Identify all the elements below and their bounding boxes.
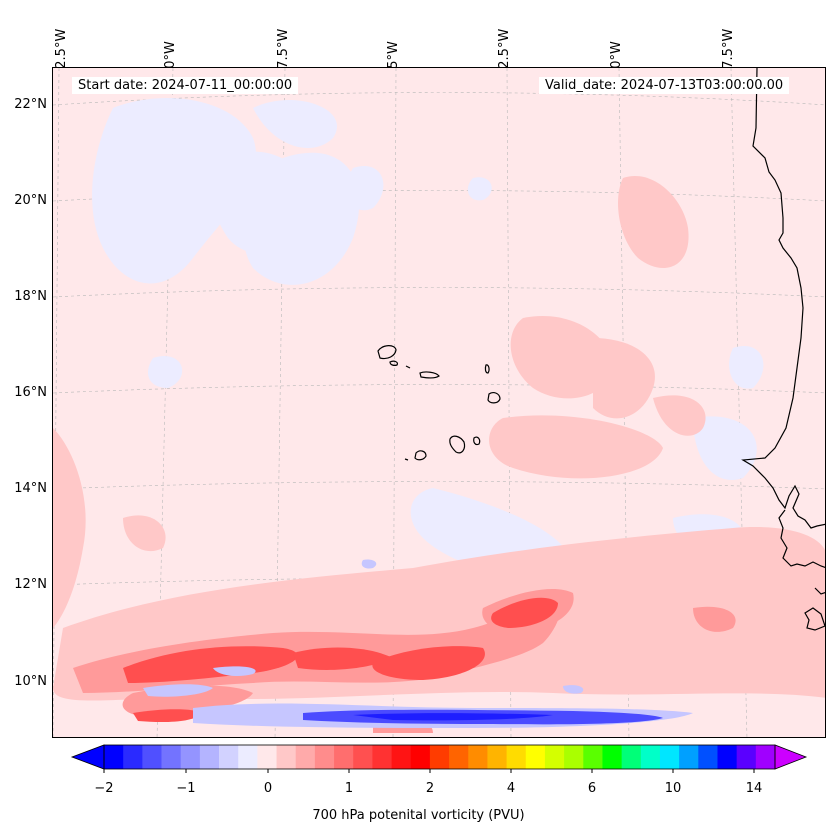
colorbar-segment [199,745,220,769]
colorbar-segment [334,745,354,769]
colorbar-segment [276,745,297,769]
colorbar-segment [717,745,738,769]
colorbar-tick-label: −1 [176,781,195,796]
colorbar-tick-label: 1 [345,781,353,796]
lat-label-20n: 20°N [14,193,47,208]
colorbar-title: 700 hPa potenital vorticity (PVU) [312,808,525,823]
colorbar-segment [391,745,412,769]
colorbar-tick-label: 0 [264,781,272,796]
lat-label-16n: 16°N [14,385,47,400]
colorbar-segment [161,745,182,769]
colorbar-segment [736,745,757,769]
colorbar-segment [104,745,124,769]
colorbar-segment [602,745,623,769]
colorbar-segment [659,745,680,769]
colorbar-segment [468,745,488,769]
colorbar-segment [487,745,507,769]
colorbar-segment [180,745,201,769]
colorbar-segment [544,745,565,769]
colorbar: −2 −1 0 1 2 4 6 10 14 [70,744,808,796]
colorbar-segment [142,745,162,769]
colorbar-segment [449,745,469,769]
colorbar-segment [123,745,143,769]
colorbar-segment [219,745,239,769]
pv-field-map [53,68,825,737]
colorbar-segment [564,745,584,769]
colorbar-ticks [103,769,755,773]
coastline [741,68,825,631]
colorbar-tick-label: 14 [746,781,763,796]
colorbar-segment [314,745,335,769]
lat-label-12n: 12°N [14,577,47,592]
valid-date-label: Valid_date: 2024-07-13T03:00:00.00 [539,77,790,94]
colorbar-segment [698,745,718,769]
colorbar-segment [506,745,527,769]
colorbar-tick-label: 4 [507,781,515,796]
map-panel [52,67,826,738]
colorbar-segment [410,745,431,769]
colorbar-outline [103,744,776,770]
start-date-label: Start date: 2024-07-11_00:00:00 [72,77,299,94]
lat-label-14n: 14°N [14,481,47,496]
lat-label-22n: 22°N [14,97,47,112]
colorbar-under-arrow [70,744,105,770]
colorbar-over-arrow [774,744,808,770]
colorbar-tick-label: 10 [665,781,682,796]
colorbar-segments [104,745,776,769]
light-positive-pv-patches [53,176,825,701]
strong-positive-pv-cores [123,597,558,723]
colorbar-tick-label: −2 [94,781,113,796]
colorbar-tick-label: 6 [588,781,596,796]
colorbar-segment [257,745,277,769]
colorbar-segment [353,745,373,769]
colorbar-segment [640,745,661,769]
colorbar-segment [238,745,258,769]
colorbar-segment [525,745,546,769]
colorbar-segment [755,745,776,769]
colorbar-segment [583,745,603,769]
colorbar-segment [679,745,699,769]
colorbar-segment [295,745,316,769]
colorbar-segment [429,745,450,769]
cape-verde-islands [377,345,501,461]
lat-label-10n: 10°N [14,674,47,689]
colorbar-segment [372,745,392,769]
lat-label-18n: 18°N [14,289,47,304]
colorbar-tick-label: 2 [426,781,434,796]
colorbar-segment [621,745,642,769]
strongest-negative-pv-core [353,713,553,721]
